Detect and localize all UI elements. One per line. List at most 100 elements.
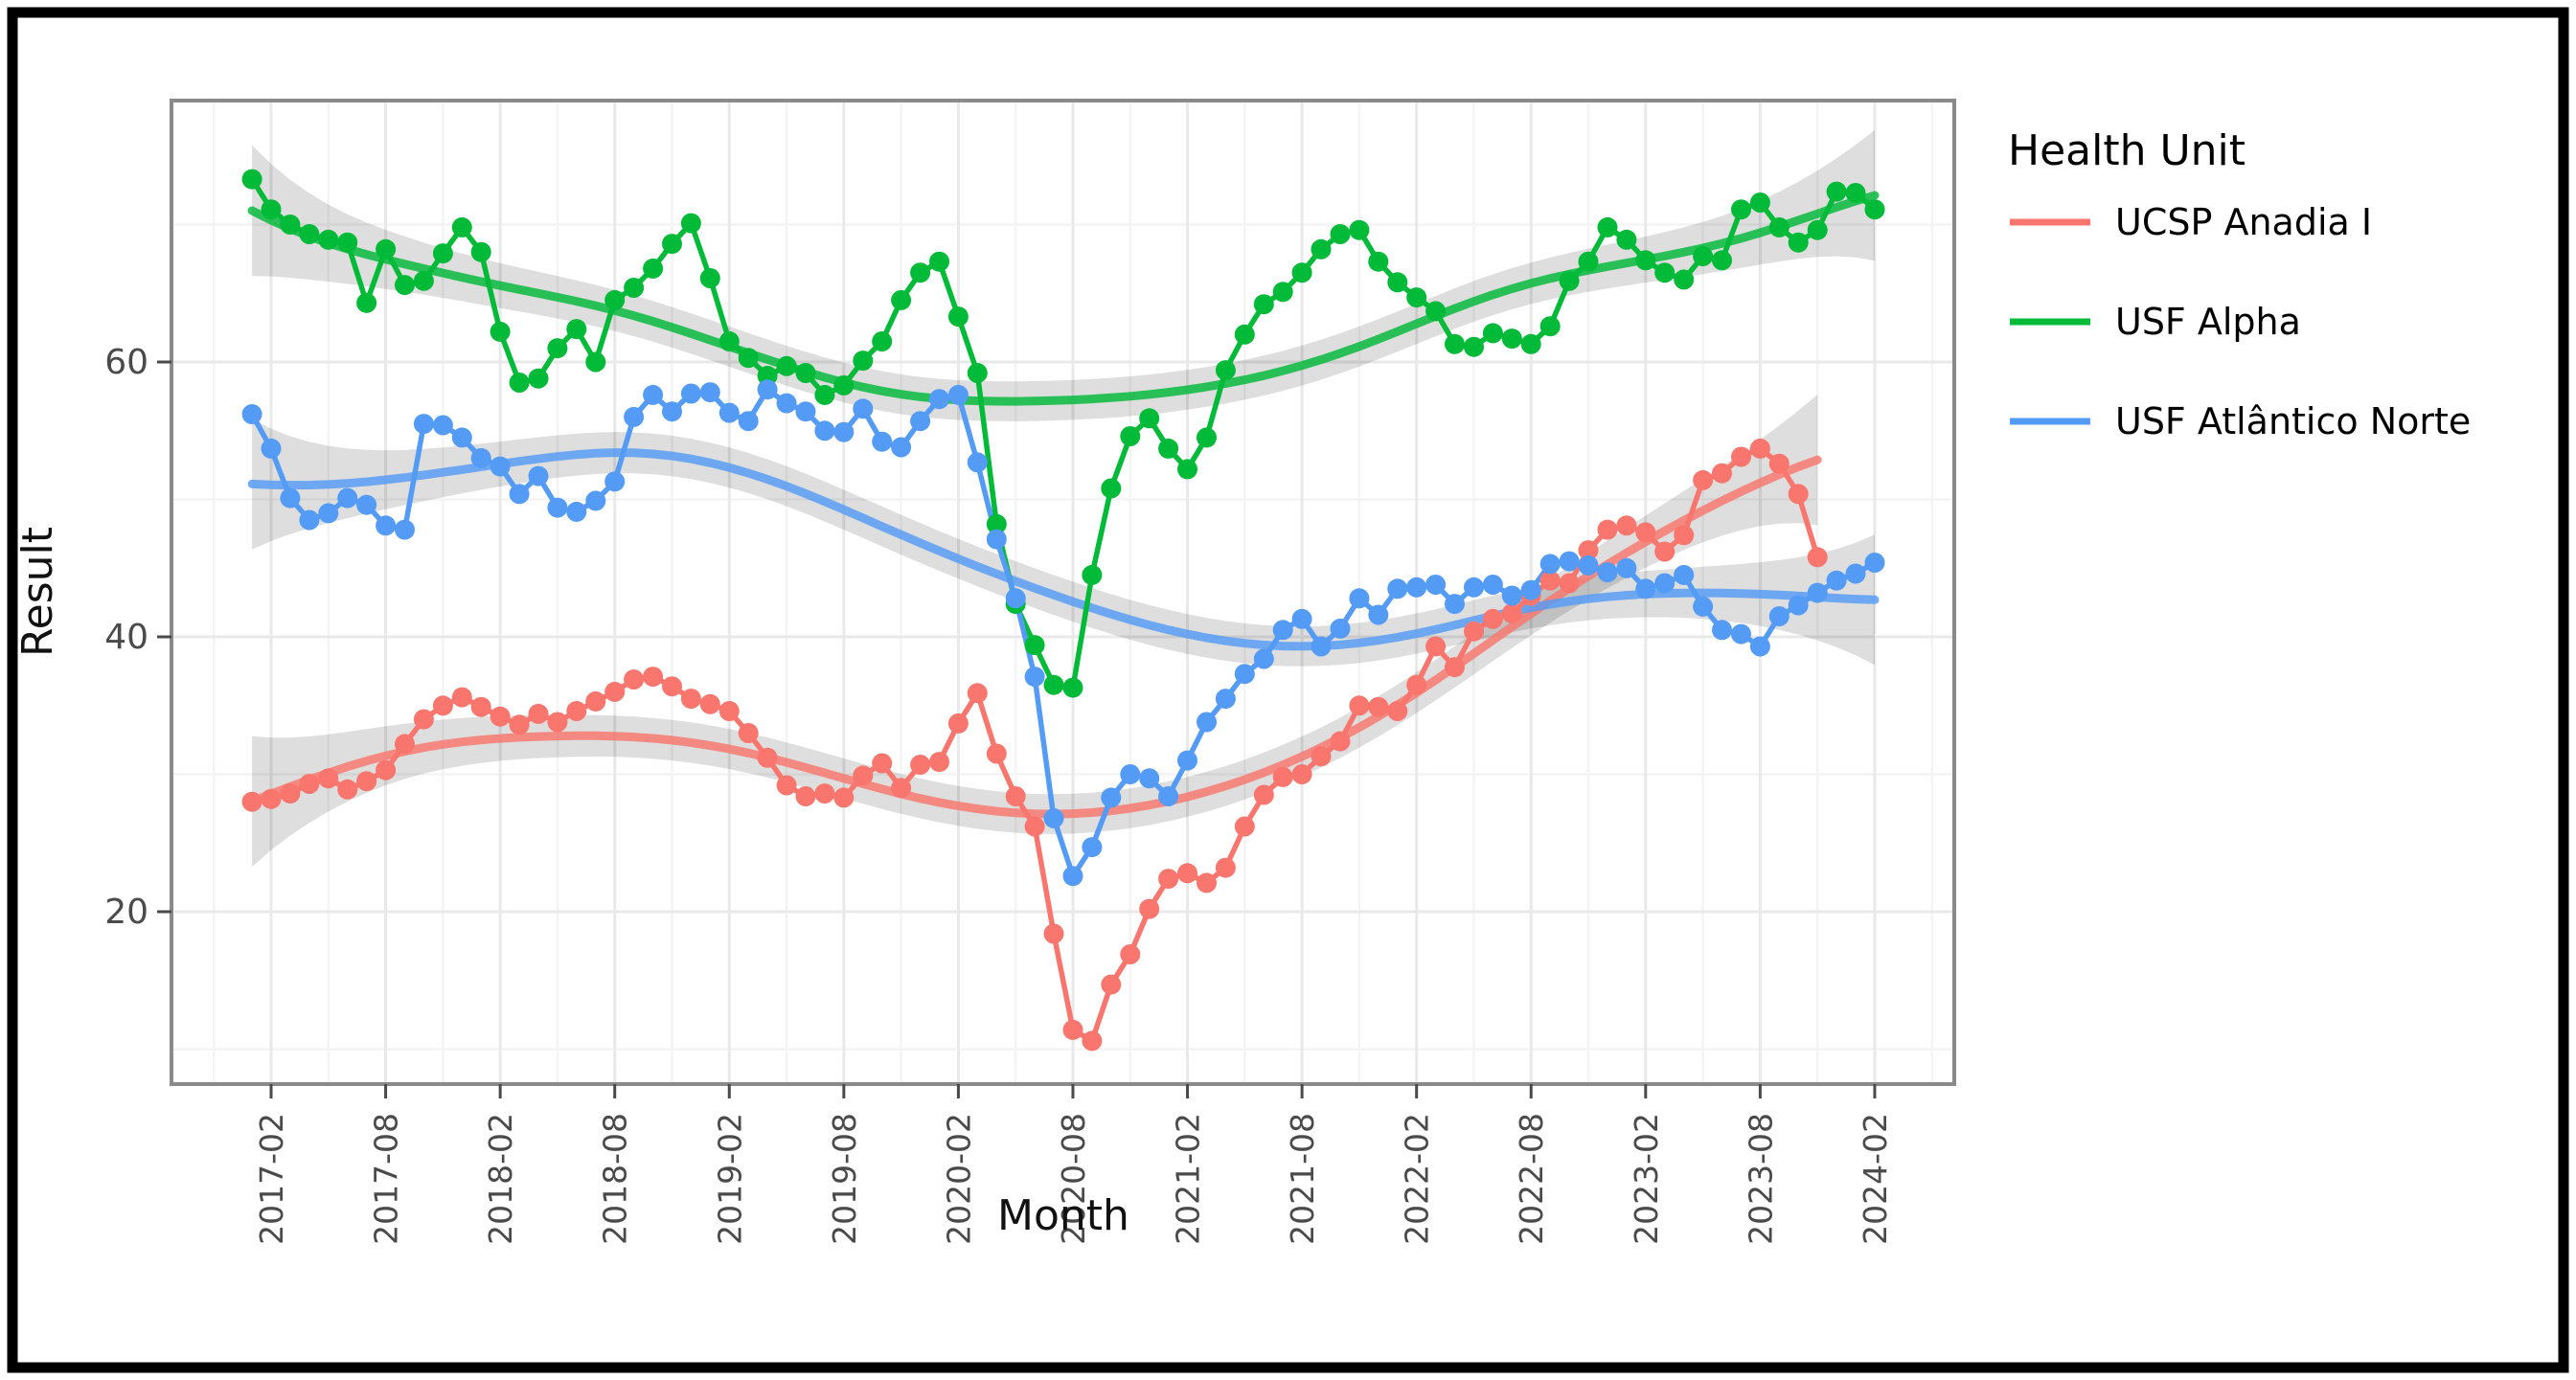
data-point <box>604 289 626 310</box>
data-point <box>1464 577 1484 598</box>
data-point <box>1406 577 1427 598</box>
data-point <box>356 494 377 515</box>
data-point <box>929 752 949 773</box>
confidence-band <box>252 395 1818 867</box>
data-point <box>432 695 453 716</box>
data-point <box>1272 766 1293 787</box>
data-point <box>699 268 720 288</box>
data-point <box>967 363 988 383</box>
data-point <box>241 791 262 812</box>
y-tick-label: 60 <box>104 343 148 382</box>
data-point <box>872 753 893 774</box>
data-point <box>814 384 835 405</box>
data-point <box>1731 199 1751 220</box>
x-tick-label: 2022-02 <box>1399 1113 1436 1245</box>
x-axis-title: Month <box>997 1191 1129 1240</box>
data-point <box>566 319 587 340</box>
data-point <box>1559 573 1580 594</box>
data-point <box>528 703 549 724</box>
data-point <box>1272 620 1293 641</box>
x-tick-label: 2021-08 <box>1284 1113 1321 1245</box>
y-tick-label: 40 <box>104 618 148 657</box>
trend-line <box>247 448 1880 651</box>
data-point <box>1101 974 1122 995</box>
data-point <box>1387 578 1408 600</box>
axis-ticks <box>157 360 1877 1098</box>
data-point <box>356 292 377 313</box>
legend-entry[interactable]: USF Atlântico Norte <box>2010 400 2471 442</box>
data-point <box>1272 282 1293 303</box>
data-point <box>1082 1030 1103 1052</box>
data-point <box>490 456 511 477</box>
data-point <box>337 487 358 509</box>
data-point <box>299 774 320 794</box>
data-point <box>1559 270 1580 291</box>
data-point <box>318 503 339 524</box>
legend-entry[interactable]: USF Alpha <box>2010 301 2301 343</box>
data-point <box>776 393 797 414</box>
data-point <box>1024 667 1045 688</box>
legend-entry[interactable]: UCSP Anadia I <box>2010 201 2372 243</box>
data-point <box>1501 585 1522 606</box>
data-point <box>643 667 664 688</box>
data-point <box>376 759 397 780</box>
data-point <box>795 786 816 806</box>
data-point <box>1062 1019 1083 1040</box>
trend-line <box>247 455 1822 819</box>
data-point <box>1807 219 1828 240</box>
y-axis-title: Result <box>13 527 62 657</box>
x-tick-label: 2023-02 <box>1628 1113 1665 1245</box>
screenshot-border <box>7 7 2569 1373</box>
data-point <box>1616 557 1637 578</box>
data-point <box>1768 216 1790 238</box>
data-point <box>1482 575 1503 595</box>
data-point <box>585 490 606 511</box>
data-point <box>1482 323 1503 344</box>
data-point <box>413 709 434 730</box>
x-tick-label: 2021-02 <box>1170 1113 1207 1245</box>
data-point <box>451 687 472 708</box>
data-point <box>413 414 434 435</box>
data-point <box>795 401 816 422</box>
data-point <box>833 787 855 808</box>
data-point <box>910 755 931 775</box>
data-point <box>1024 635 1045 656</box>
data-point <box>1406 287 1427 308</box>
data-point <box>1043 923 1064 944</box>
data-point <box>1349 219 1370 240</box>
data-point <box>1501 328 1522 350</box>
x-tick-label: 2019-02 <box>711 1113 748 1245</box>
y-tick-label: 20 <box>104 893 148 932</box>
data-point <box>604 471 626 492</box>
data-point <box>528 465 549 486</box>
data-point <box>1349 588 1370 609</box>
data-point <box>1425 636 1447 657</box>
data-point <box>814 783 835 804</box>
data-point <box>1464 621 1484 642</box>
series-USF Alpha <box>241 169 1885 698</box>
data-point <box>547 497 568 518</box>
confidence-band <box>252 419 1876 667</box>
data-point <box>1501 603 1522 624</box>
data-point <box>1807 547 1828 568</box>
data-point <box>929 389 949 410</box>
data-point <box>1082 564 1103 585</box>
data-point <box>395 519 415 540</box>
data-point <box>1177 863 1197 884</box>
data-point <box>395 275 415 296</box>
data-point <box>1559 551 1580 572</box>
data-point <box>1387 272 1408 293</box>
data-point <box>1082 837 1103 858</box>
data-point <box>1635 250 1656 271</box>
data-point <box>261 438 282 459</box>
data-point <box>337 779 358 800</box>
data-point <box>757 747 778 768</box>
data-point <box>1120 426 1141 446</box>
data-point <box>986 529 1007 550</box>
data-point <box>566 701 587 721</box>
data-point <box>1139 898 1160 919</box>
x-tick-label: 2017-08 <box>368 1113 405 1245</box>
data-point <box>1387 701 1408 721</box>
